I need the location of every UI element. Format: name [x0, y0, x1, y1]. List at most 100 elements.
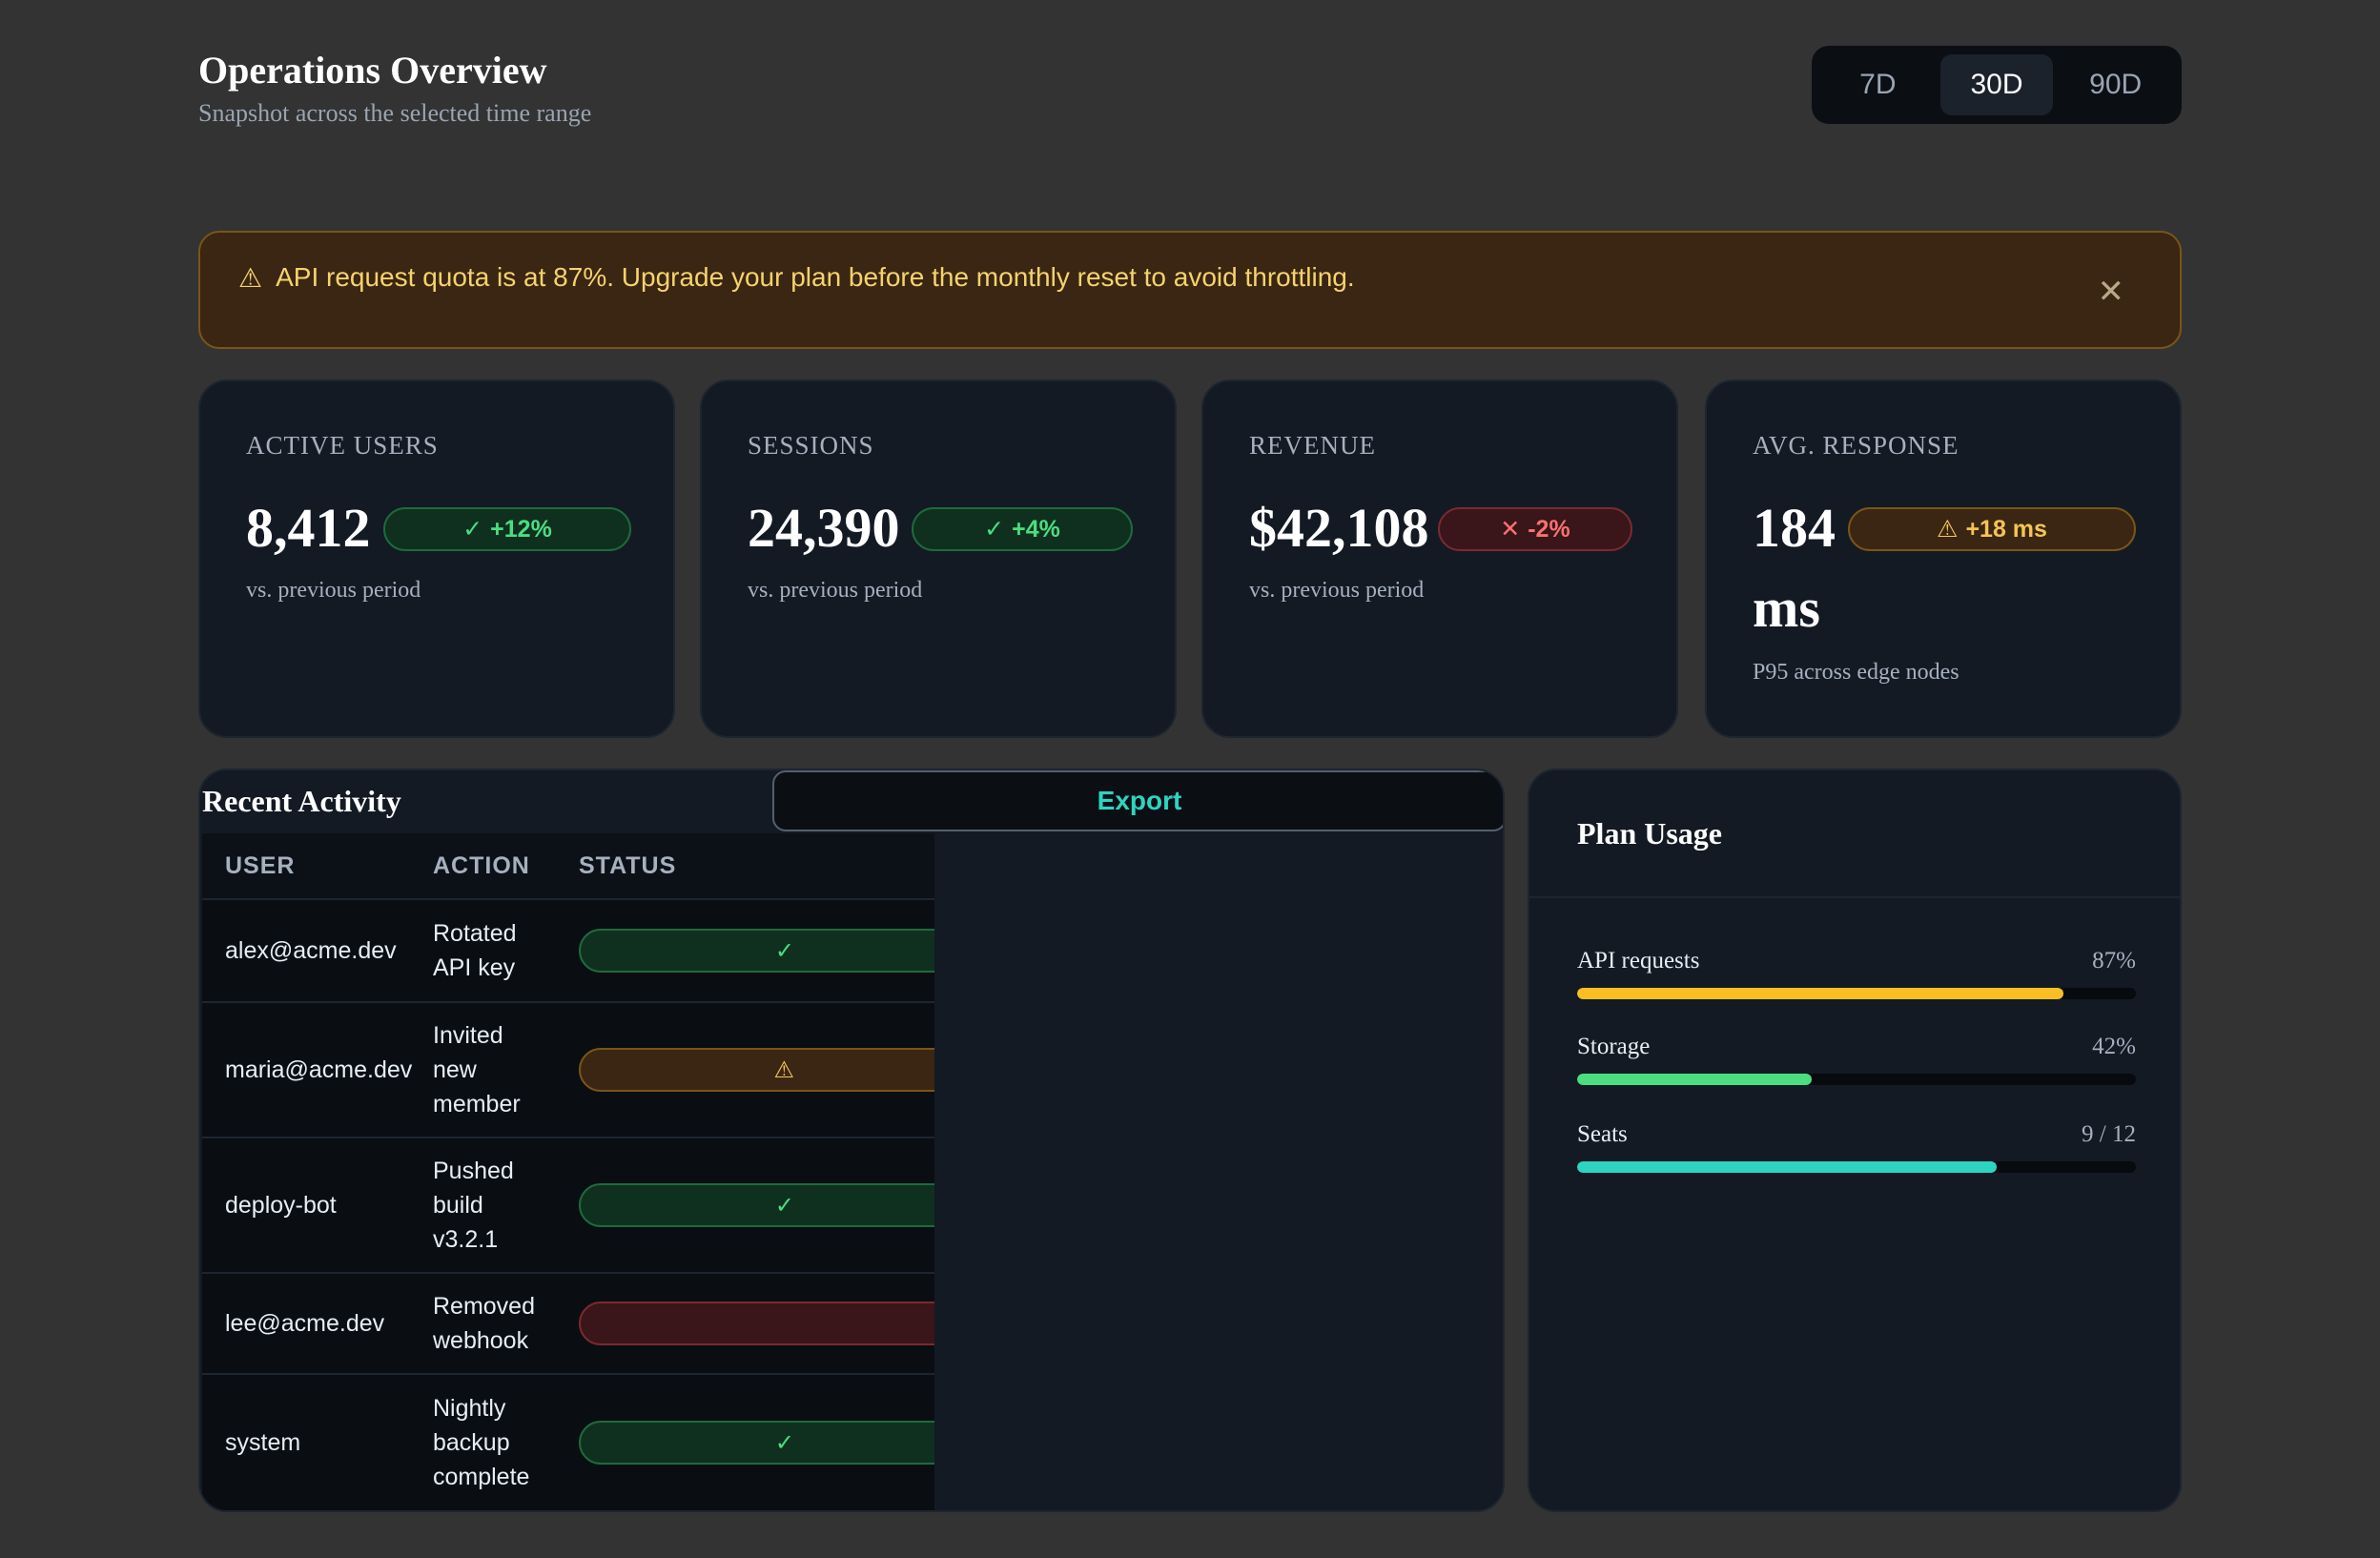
- check-icon: ✓: [462, 516, 483, 543]
- action-line: complete: [433, 1464, 530, 1490]
- plan-title: Plan Usage: [1577, 816, 1722, 851]
- action-line: Nightly: [433, 1395, 506, 1422]
- row-status: ✓: [579, 1421, 934, 1465]
- range-7d-button[interactable]: 7D: [1859, 69, 1897, 100]
- table-row[interactable]: maria@acme.dev Invited new member ⚠: [202, 1003, 934, 1138]
- usage-track: [1577, 988, 2136, 999]
- table-row[interactable]: lee@acme.dev Removed webhook: [202, 1274, 934, 1375]
- delta-value: +4%: [1012, 515, 1060, 543]
- row-status: ✓: [579, 929, 934, 973]
- kpi-note: vs. previous period: [1249, 578, 1425, 603]
- row-status: ✓: [579, 1183, 934, 1227]
- kpi-value: $42,108: [1249, 497, 1429, 559]
- action-line: new: [433, 1056, 477, 1083]
- usage-item-api-requests: API requests 87%: [1577, 948, 2136, 999]
- row-user: system: [225, 1428, 301, 1456]
- kpi-card-active-users: ACTIVE USERS 8,412 ✓ +12% vs. previous pe…: [198, 379, 675, 738]
- row-action: Rotated API key: [433, 916, 579, 985]
- check-icon: ✓: [774, 937, 794, 964]
- usage-item-seats: Seats 9 / 12: [1577, 1121, 2136, 1173]
- action-line: webhook: [433, 1327, 529, 1354]
- warning-icon: ⚠: [1937, 516, 1959, 543]
- alert-message: API request quota is at 87%. Upgrade you…: [276, 262, 1355, 292]
- x-icon: ✕: [1500, 516, 1521, 543]
- action-line: API key: [433, 954, 516, 981]
- delta-value: -2%: [1528, 515, 1570, 543]
- delta-value: +18 ms: [1965, 515, 2047, 543]
- delta-badge: ✓ +4%: [912, 507, 1133, 551]
- action-line: member: [433, 1091, 521, 1117]
- usage-label: Storage: [1577, 1034, 1651, 1059]
- kpi-card-sessions: SESSIONS 24,390 ✓ +4% vs. previous period: [700, 379, 1177, 738]
- kpi-note: vs. previous period: [748, 578, 923, 603]
- usage-track: [1577, 1074, 2136, 1085]
- kpi-value: 24,390: [748, 497, 900, 559]
- delta-badge: ✕ -2%: [1438, 507, 1632, 551]
- check-icon: ✓: [774, 1192, 794, 1219]
- activity-title: Recent Activity: [202, 784, 401, 818]
- row-user: maria@acme.dev: [225, 1056, 413, 1083]
- time-range-selector: 7D 30D 90D: [1812, 46, 2182, 124]
- close-icon[interactable]: ✕: [2097, 274, 2125, 310]
- range-90d-button[interactable]: 90D: [2089, 69, 2143, 100]
- page-title: Operations Overview: [198, 49, 547, 92]
- quota-alert-banner: ⚠ API request quota is at 87%. Upgrade y…: [198, 231, 2182, 349]
- delta-badge: ⚠ +18 ms: [1848, 507, 2136, 551]
- kpi-note: vs. previous period: [246, 578, 421, 603]
- kpi-label: SESSIONS: [748, 431, 874, 460]
- page-subtitle: Snapshot across the selected time range: [198, 99, 592, 127]
- column-header-action: ACTION: [433, 851, 530, 879]
- kpi-label: REVENUE: [1249, 431, 1376, 460]
- row-user: lee@acme.dev: [225, 1309, 385, 1337]
- row-action: Removed webhook: [433, 1289, 579, 1358]
- column-header-user: USER: [225, 851, 296, 879]
- usage-label: Seats: [1577, 1121, 1628, 1147]
- delta-value: +12%: [490, 515, 552, 543]
- range-30d-button[interactable]: 30D: [1939, 54, 2054, 115]
- status-badge: ✓: [579, 1183, 934, 1227]
- table-row[interactable]: deploy-bot Pushed build v3.2.1 ✓: [202, 1138, 934, 1274]
- usage-track: [1577, 1161, 2136, 1173]
- usage-fill: [1577, 1161, 1997, 1173]
- check-icon: ✓: [984, 516, 1005, 543]
- row-action: Pushed build v3.2.1: [433, 1154, 579, 1257]
- action-line: build: [433, 1192, 483, 1219]
- activity-table: USER ACTION STATUS alex@acme.dev Rotated…: [202, 833, 934, 1510]
- kpi-card-revenue: REVENUE $42,108 ✕ -2% vs. previous period: [1201, 379, 1678, 738]
- action-line: Pushed: [433, 1158, 514, 1184]
- export-button[interactable]: Export: [772, 770, 1503, 831]
- divider: [1529, 896, 2180, 898]
- status-badge: ✓: [579, 929, 934, 973]
- row-status: [579, 1302, 934, 1345]
- column-header-status: STATUS: [579, 851, 677, 879]
- row-user: deploy-bot: [225, 1191, 337, 1219]
- usage-value: 87%: [2092, 948, 2136, 974]
- usage-label: API requests: [1577, 948, 1700, 974]
- row-action: Invited new member: [433, 1018, 579, 1121]
- row-user: alex@acme.dev: [225, 936, 397, 964]
- warning-icon: ⚠: [238, 262, 263, 293]
- delta-badge: ✓ +12%: [383, 507, 631, 551]
- status-badge: ✓: [579, 1421, 934, 1465]
- kpi-note: P95 across edge nodes: [1753, 660, 1959, 685]
- table-row[interactable]: system Nightly backup complete ✓: [202, 1375, 934, 1510]
- action-line: v3.2.1: [433, 1226, 499, 1253]
- action-line: Rotated: [433, 920, 517, 947]
- usage-fill: [1577, 1074, 1813, 1085]
- kpi-value-number: 184: [1753, 497, 1836, 559]
- action-line: Removed: [433, 1293, 535, 1320]
- kpi-value-unit: ms: [1753, 577, 1820, 640]
- action-line: backup: [433, 1429, 510, 1456]
- usage-value: 9 / 12: [2082, 1121, 2136, 1147]
- table-row[interactable]: alex@acme.dev Rotated API key ✓: [202, 900, 934, 1003]
- action-line: Invited: [433, 1022, 503, 1049]
- status-badge: ⚠: [579, 1048, 934, 1092]
- warning-icon: ⚠: [773, 1056, 794, 1083]
- kpi-value: 184 ms: [1753, 488, 1848, 648]
- recent-activity-panel: Recent Activity Export USER ACTION STATU…: [198, 769, 1505, 1512]
- kpi-card-avg-response: AVG. RESPONSE 184 ms ⚠ +18 ms P95 across …: [1705, 379, 2182, 738]
- usage-fill: [1577, 988, 2063, 999]
- table-header: USER ACTION STATUS: [202, 833, 934, 900]
- usage-item-storage: Storage 42%: [1577, 1034, 2136, 1085]
- kpi-label: AVG. RESPONSE: [1753, 431, 1959, 460]
